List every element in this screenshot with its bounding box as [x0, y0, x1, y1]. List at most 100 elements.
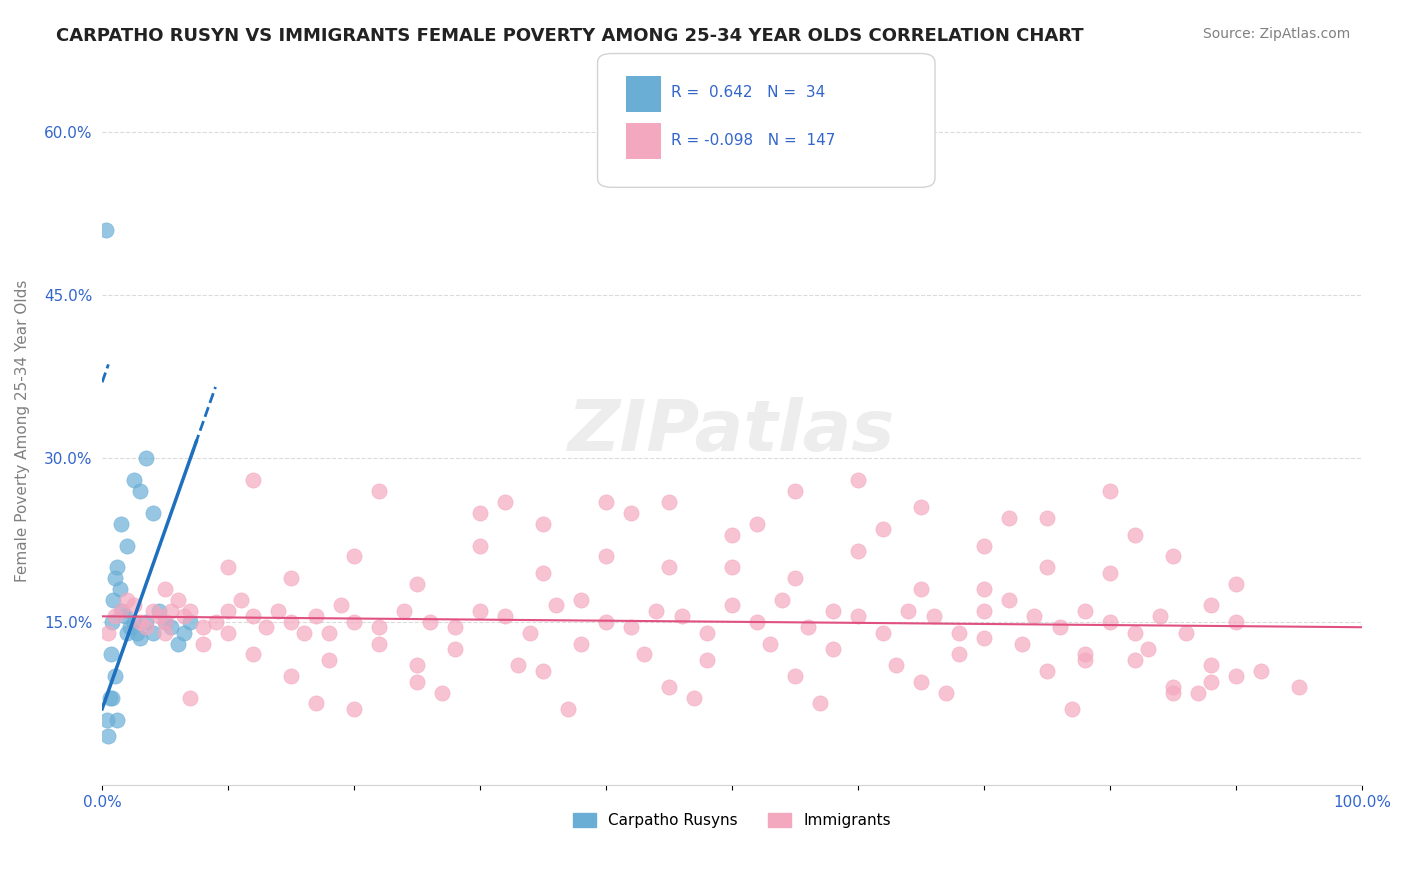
- Point: [671, 609, 693, 624]
- Point: [160, 604, 183, 618]
- Point: [191, 620, 214, 634]
- Point: [141, 604, 163, 618]
- Point: [494, 609, 516, 624]
- Point: [179, 615, 201, 629]
- Point: [747, 615, 769, 629]
- Point: [368, 636, 391, 650]
- Point: [419, 615, 441, 629]
- Point: [531, 566, 554, 580]
- Point: [153, 582, 176, 596]
- Point: [721, 560, 744, 574]
- Point: [394, 604, 416, 618]
- Point: [105, 560, 128, 574]
- Point: [1187, 685, 1209, 699]
- Point: [1149, 609, 1171, 624]
- Point: [179, 604, 201, 618]
- Point: [1074, 648, 1097, 662]
- Point: [444, 620, 467, 634]
- Point: [101, 615, 124, 629]
- Point: [94, 223, 117, 237]
- Point: [783, 484, 806, 499]
- Point: [973, 604, 995, 618]
- Point: [103, 593, 125, 607]
- Point: [872, 522, 894, 536]
- Point: [494, 495, 516, 509]
- Point: [305, 697, 328, 711]
- Point: [406, 576, 429, 591]
- Point: [242, 648, 264, 662]
- Point: [595, 495, 617, 509]
- Point: [179, 691, 201, 706]
- Point: [343, 549, 366, 564]
- Point: [910, 674, 932, 689]
- Point: [330, 599, 353, 613]
- Point: [897, 604, 920, 618]
- Point: [160, 620, 183, 634]
- Point: [506, 658, 529, 673]
- Point: [531, 516, 554, 531]
- Point: [280, 571, 302, 585]
- Y-axis label: Female Poverty Among 25-34 Year Olds: Female Poverty Among 25-34 Year Olds: [15, 280, 30, 582]
- Point: [910, 582, 932, 596]
- Point: [148, 604, 170, 618]
- Point: [783, 571, 806, 585]
- Point: [1161, 685, 1184, 699]
- Point: [658, 495, 681, 509]
- Point: [759, 636, 782, 650]
- Point: [368, 620, 391, 634]
- Point: [343, 615, 366, 629]
- Point: [254, 620, 277, 634]
- Point: [595, 615, 617, 629]
- Point: [935, 685, 957, 699]
- Point: [318, 653, 340, 667]
- Point: [117, 593, 139, 607]
- Point: [998, 511, 1021, 525]
- Point: [318, 625, 340, 640]
- Point: [772, 593, 794, 607]
- Point: [569, 636, 592, 650]
- Point: [101, 691, 124, 706]
- Point: [129, 631, 152, 645]
- Point: [1074, 604, 1097, 618]
- Point: [267, 604, 290, 618]
- Point: [544, 599, 567, 613]
- Point: [1074, 653, 1097, 667]
- Point: [122, 599, 145, 613]
- Point: [973, 539, 995, 553]
- Point: [1199, 658, 1222, 673]
- Point: [110, 516, 132, 531]
- Point: [1225, 576, 1247, 591]
- Point: [519, 625, 541, 640]
- Point: [111, 604, 134, 618]
- Point: [229, 593, 252, 607]
- Point: [153, 615, 176, 629]
- Text: R =  0.642   N =  34: R = 0.642 N = 34: [671, 86, 825, 100]
- Point: [98, 691, 121, 706]
- Point: [217, 625, 239, 640]
- Point: [129, 484, 152, 499]
- Point: [135, 620, 157, 634]
- Point: [569, 593, 592, 607]
- Point: [280, 669, 302, 683]
- Point: [135, 451, 157, 466]
- Point: [1199, 599, 1222, 613]
- Point: [1161, 549, 1184, 564]
- Text: Source: ZipAtlas.com: Source: ZipAtlas.com: [1202, 27, 1350, 41]
- Point: [998, 593, 1021, 607]
- Point: [1024, 609, 1046, 624]
- Point: [1288, 680, 1310, 694]
- Point: [117, 625, 139, 640]
- Point: [117, 539, 139, 553]
- Point: [166, 636, 188, 650]
- Point: [97, 625, 120, 640]
- Point: [683, 691, 706, 706]
- Point: [1123, 527, 1146, 541]
- Point: [292, 625, 315, 640]
- Point: [1250, 664, 1272, 678]
- Point: [1036, 560, 1059, 574]
- Point: [1136, 642, 1159, 657]
- Point: [1123, 653, 1146, 667]
- Text: CARPATHO RUSYN VS IMMIGRANTS FEMALE POVERTY AMONG 25-34 YEAR OLDS CORRELATION CH: CARPATHO RUSYN VS IMMIGRANTS FEMALE POVE…: [56, 27, 1084, 45]
- Point: [620, 620, 643, 634]
- Point: [129, 615, 152, 629]
